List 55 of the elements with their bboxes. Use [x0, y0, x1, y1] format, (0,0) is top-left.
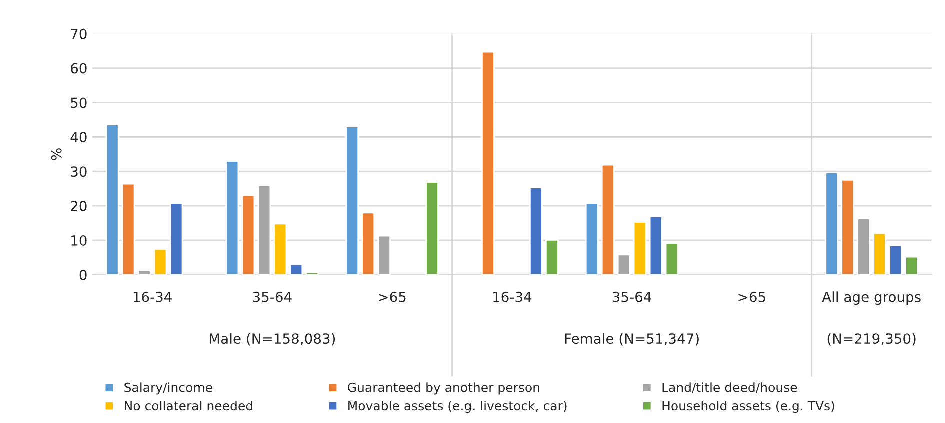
y-tick-label: 60 [71, 63, 87, 74]
y-tick-label: 30 [71, 166, 87, 178]
bar [482, 51, 495, 275]
bar [306, 272, 320, 275]
x-tick-label: 35-64 [612, 292, 652, 302]
bar [905, 256, 918, 275]
bar [226, 160, 240, 275]
bar [154, 248, 168, 275]
y-tick-label: 40 [70, 132, 87, 143]
bar [362, 212, 376, 275]
bar [258, 185, 272, 275]
bar [122, 183, 136, 275]
x-tick-label: 35-64 [253, 292, 292, 302]
bar [857, 218, 871, 275]
bar [545, 239, 559, 275]
text: Male (N=158,083) [210, 333, 336, 346]
x-tick-label: >65 [738, 292, 766, 302]
y-tick-label: 20 [71, 201, 87, 212]
bar [617, 254, 631, 275]
legend-label: Salary/income [124, 382, 212, 395]
legend-label: Land/title deed/house [662, 382, 798, 394]
x-tick-label: All age groups [822, 292, 921, 306]
y-tick-label: 50 [71, 98, 87, 108]
bar [378, 235, 392, 275]
legend-label: Household assets (e.g. TVs) [662, 400, 834, 414]
bar [106, 124, 120, 275]
legend-label: No collateral needed [125, 400, 252, 411]
bar [601, 164, 615, 275]
bar [665, 242, 679, 275]
y-tick-label: 70 [71, 28, 87, 40]
bar [873, 232, 887, 275]
y-tick-label: 10 [72, 235, 87, 246]
text: (N=219,350) [828, 333, 916, 346]
bar [529, 187, 543, 275]
bar [841, 180, 855, 275]
legend-label: Movable assets (e.g. livestock, car) [348, 400, 567, 414]
bar [633, 222, 647, 275]
bar [825, 172, 839, 275]
bar [889, 244, 902, 275]
bar [346, 126, 360, 275]
x-tick-label: 16-34 [494, 292, 532, 302]
x-tick-label: 16-34 [134, 292, 172, 302]
legend-label: Guaranteed by another person [348, 382, 540, 395]
x-tick-label: >65 [379, 292, 406, 302]
bar [242, 194, 256, 275]
bar [585, 202, 599, 275]
y-axis-title: % [51, 148, 62, 160]
bar [274, 223, 288, 275]
text: Female (N=51,347) [565, 333, 699, 346]
bar [138, 270, 152, 275]
bar [290, 264, 304, 275]
bar [170, 202, 184, 275]
y-tick-label: 0 [80, 270, 87, 280]
bar [426, 182, 439, 275]
bar [649, 216, 663, 275]
